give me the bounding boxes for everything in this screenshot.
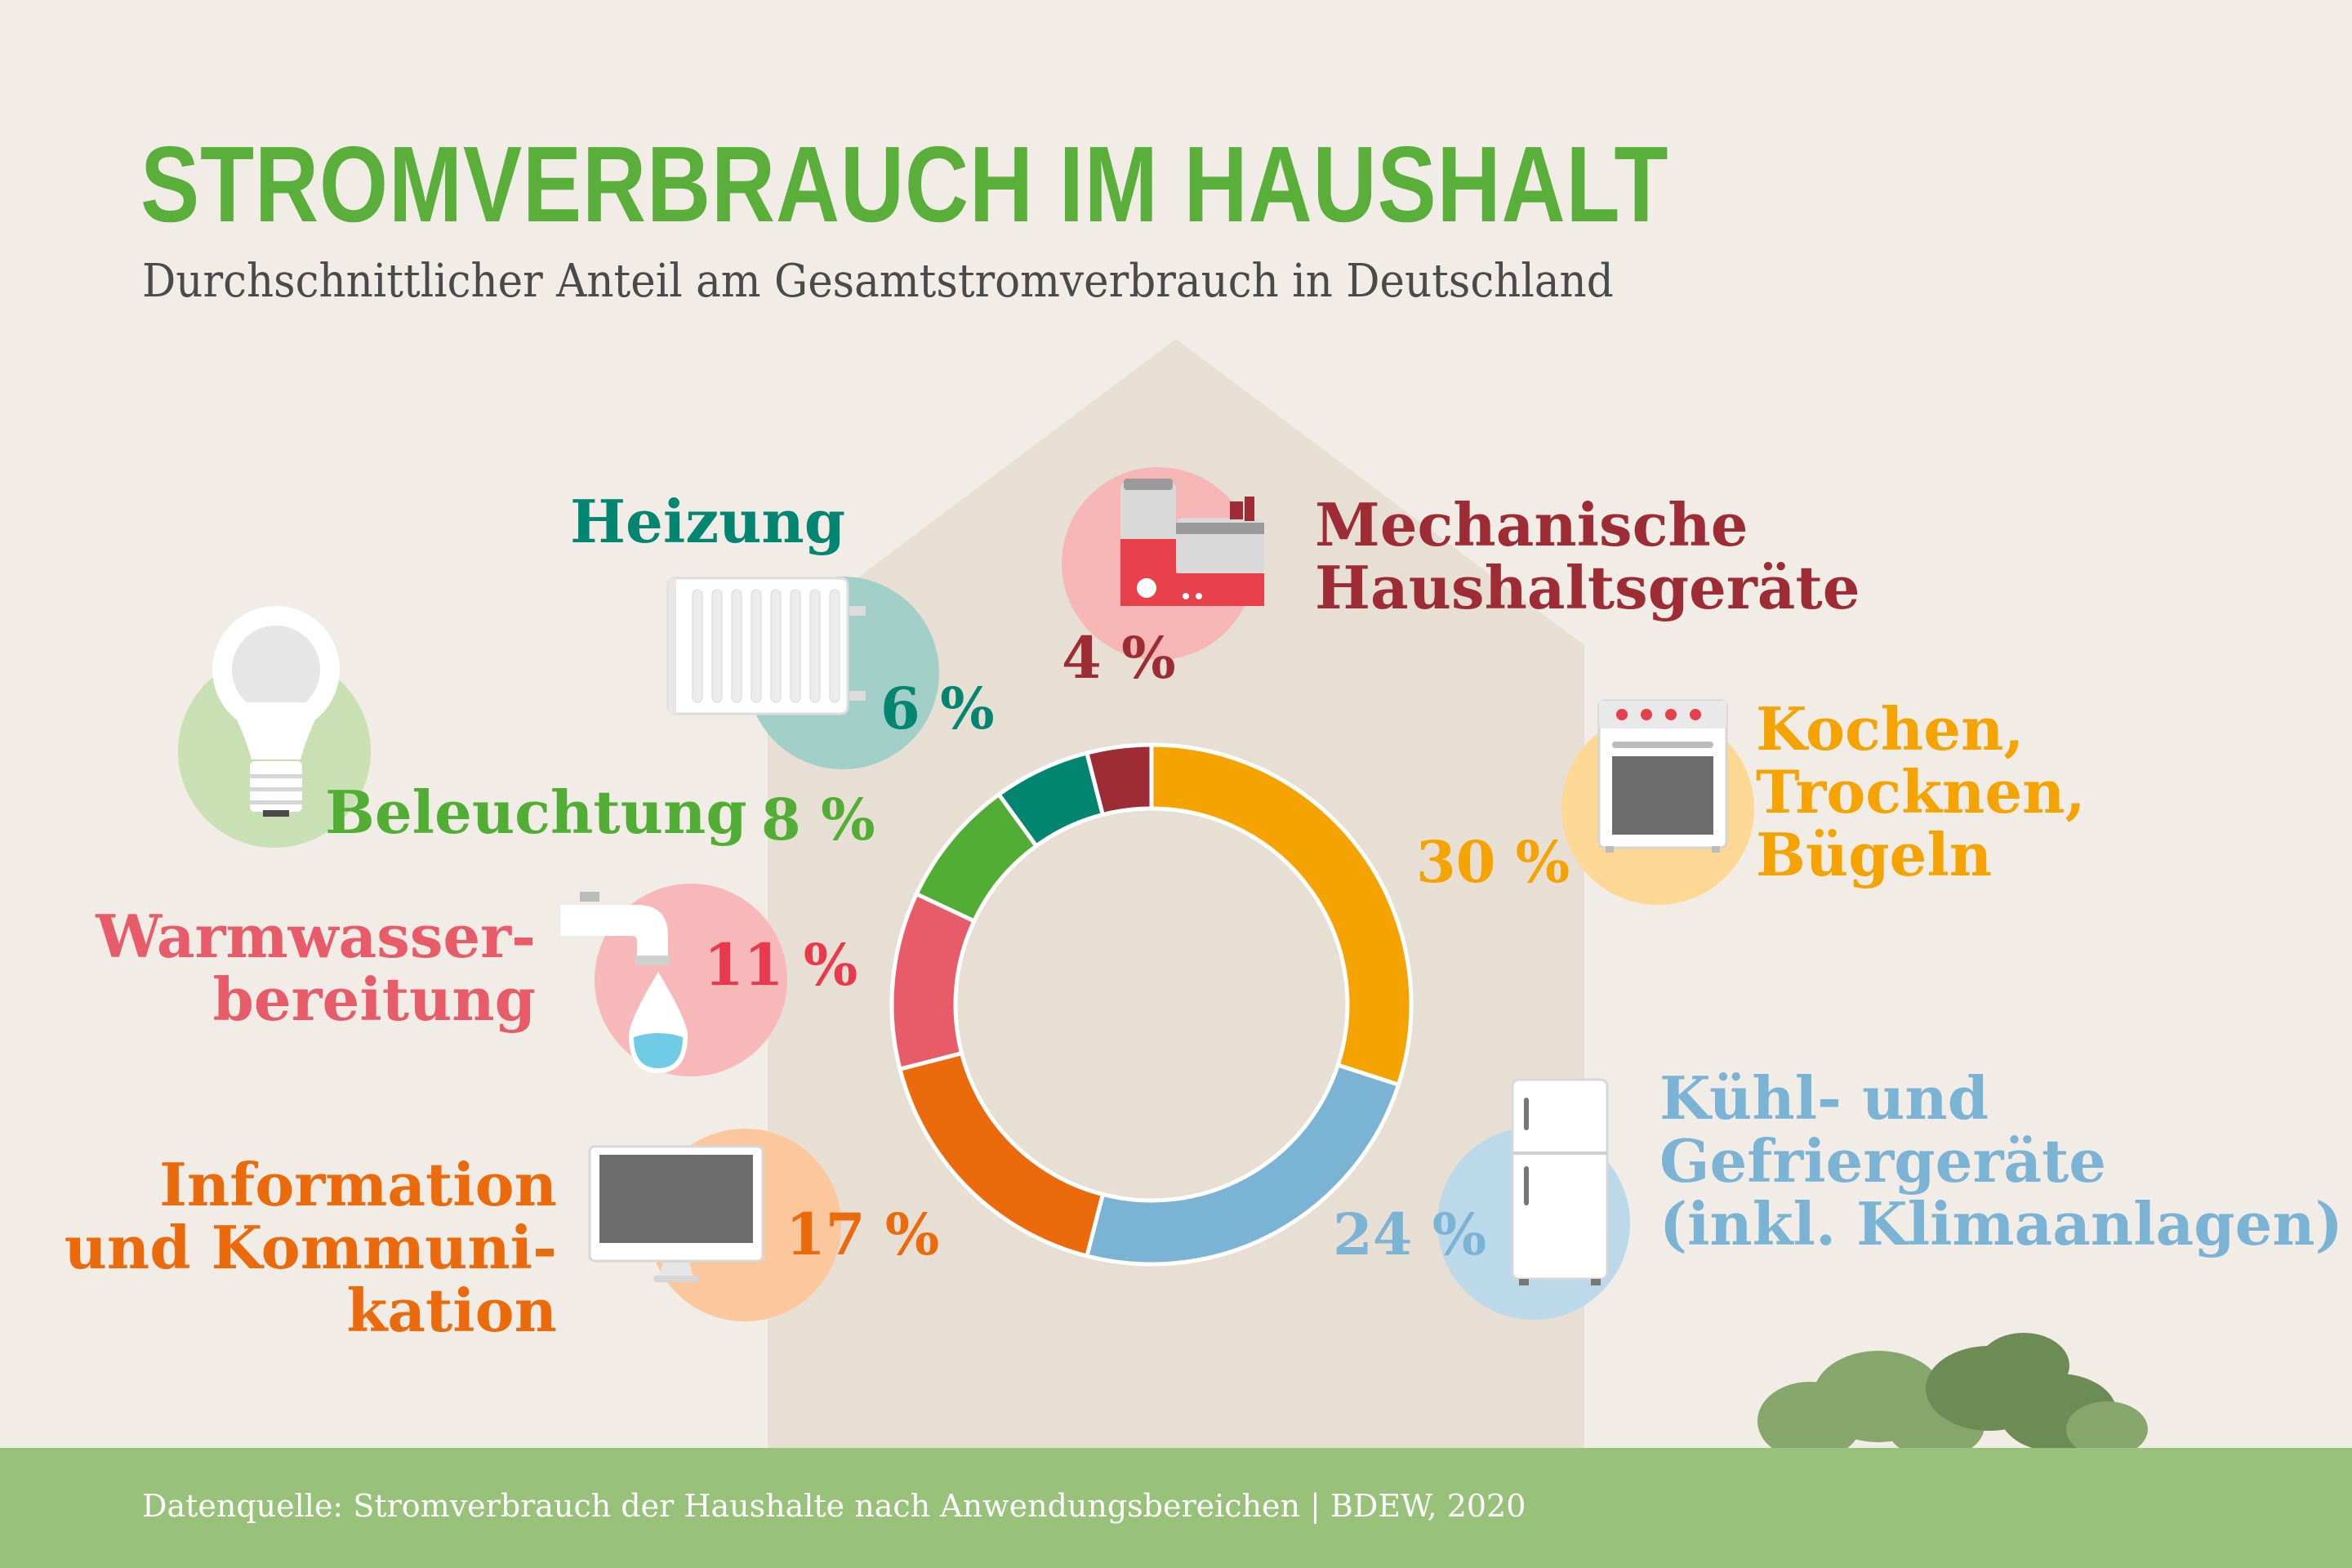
label-information-kommunikation: Information und Kommuni- kation <box>64 1150 557 1345</box>
value-information-kommunikation: 17 % <box>786 1200 940 1268</box>
value-heizung: 6 % <box>880 675 995 742</box>
fridge-icon <box>1511 1078 1609 1285</box>
label-beleuchtung: Beleuchtung <box>325 777 747 847</box>
donut-slice-6 <box>1084 742 1154 817</box>
chart-subtitle: Durchschnittlicher Anteil am Gesamtstrom… <box>142 255 1614 308</box>
label-mechanische-haushaltsgeraete: Mechanische Haushaltsgeräte <box>1315 490 1860 622</box>
donut-chart <box>889 742 1414 1267</box>
data-source-note: Datenquelle: Stromverbrauch der Haushalt… <box>142 1488 1526 1524</box>
label-kochen-trocknen-buegeln: Kochen, Trocknen, Bügeln <box>1756 694 2086 889</box>
ground-strip <box>0 1448 2352 1568</box>
donut-slice-0 <box>1149 742 1414 1088</box>
radiator-icon <box>666 577 866 715</box>
value-kuehl-gefriergeraete: 24 % <box>1333 1200 1487 1268</box>
value-kochen-trocknen-buegeln: 30 % <box>1416 828 1570 896</box>
computer-monitor-icon <box>588 1145 764 1282</box>
value-mechanische-haushaltsgeraete: 4 % <box>1062 624 1176 692</box>
stove-icon <box>1597 699 1728 853</box>
bush-icon <box>1757 1333 2148 1460</box>
value-beleuchtung: 8 % <box>761 786 875 853</box>
kitchen-machine-icon <box>1120 479 1264 606</box>
value-warmwasserbereitung: 11 % <box>704 931 858 999</box>
label-kuehl-gefriergeraete: Kühl- und Gefriergeräte (inkl. Klimaanla… <box>1659 1063 2343 1258</box>
light-bulb-icon <box>212 606 340 817</box>
chart-title: STROMVERBRAUCH IM HAUSHALT <box>140 124 1669 244</box>
label-warmwasserbereitung: Warmwasser- bereitung <box>96 902 536 1034</box>
faucet-icon <box>560 892 688 1073</box>
label-heizung: Heizung <box>570 487 846 556</box>
